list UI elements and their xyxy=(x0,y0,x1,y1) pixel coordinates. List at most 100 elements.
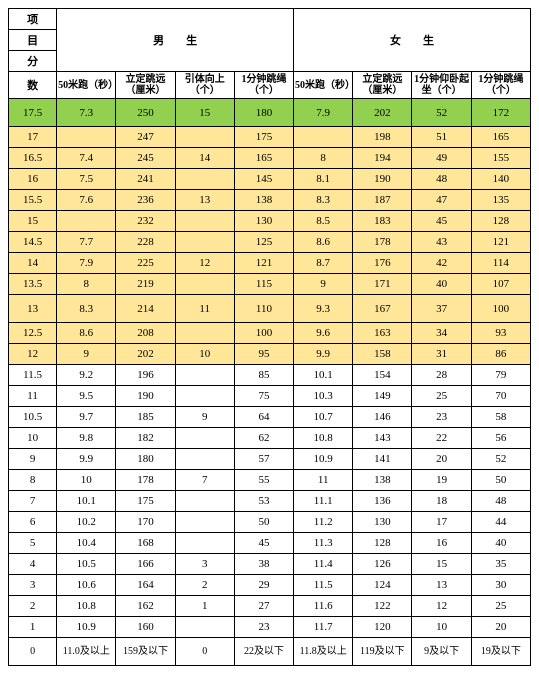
data-cell: 214 xyxy=(116,295,175,323)
table-row: 710.11755311.11361848 xyxy=(9,491,531,512)
data-cell: 145 xyxy=(234,169,293,190)
data-cell: 178 xyxy=(116,470,175,491)
data-cell: 56 xyxy=(471,428,530,449)
data-cell: 47 xyxy=(412,190,471,211)
table-row: 147.9225121218.717642114 xyxy=(9,253,531,274)
data-cell: 10 xyxy=(175,344,234,365)
data-cell: 11 xyxy=(175,295,234,323)
data-cell: 8.3 xyxy=(294,190,353,211)
table-row: 15.57.6236131388.318747135 xyxy=(9,190,531,211)
data-cell: 12 xyxy=(412,596,471,617)
table-row: 138.3214111109.316737100 xyxy=(9,295,531,323)
data-cell: 130 xyxy=(234,211,293,232)
table-row: 011.0及以上159及以下022及以下11.8及以上119及以下9及以下19及… xyxy=(9,638,531,666)
data-cell: 125 xyxy=(234,232,293,253)
col-header-8: 1分钟跳绳（个） xyxy=(471,72,530,99)
vertical-label-1: 项 xyxy=(9,9,57,30)
data-cell: 9.3 xyxy=(294,295,353,323)
score-cell: 10.5 xyxy=(9,407,57,428)
data-cell: 107 xyxy=(471,274,530,295)
score-cell: 15.5 xyxy=(9,190,57,211)
data-cell: 7 xyxy=(175,470,234,491)
data-cell: 228 xyxy=(116,232,175,253)
data-cell: 31 xyxy=(412,344,471,365)
score-cell: 12.5 xyxy=(9,323,57,344)
score-cell: 16 xyxy=(9,169,57,190)
table-row: 109.81826210.81432256 xyxy=(9,428,531,449)
data-cell: 11.5 xyxy=(294,575,353,596)
score-cell: 17 xyxy=(9,127,57,148)
data-cell: 168 xyxy=(116,533,175,554)
data-cell: 138 xyxy=(353,470,412,491)
data-cell: 18 xyxy=(412,491,471,512)
data-cell: 114 xyxy=(471,253,530,274)
data-cell: 10 xyxy=(412,617,471,638)
data-cell: 180 xyxy=(234,99,293,127)
data-cell xyxy=(57,211,116,232)
data-cell: 9.9 xyxy=(57,449,116,470)
data-cell: 15 xyxy=(412,554,471,575)
data-cell: 190 xyxy=(353,169,412,190)
score-cell: 3 xyxy=(9,575,57,596)
data-cell: 25 xyxy=(471,596,530,617)
table-row: 210.816212711.61221225 xyxy=(9,596,531,617)
data-cell: 219 xyxy=(116,274,175,295)
data-cell: 35 xyxy=(471,554,530,575)
table-row: 119.51907510.31492570 xyxy=(9,386,531,407)
table-row: 810178755111381950 xyxy=(9,470,531,491)
data-cell: 8.6 xyxy=(294,232,353,253)
data-cell: 1 xyxy=(175,596,234,617)
data-cell: 154 xyxy=(353,365,412,386)
data-cell xyxy=(175,491,234,512)
score-cell: 10 xyxy=(9,428,57,449)
data-cell: 85 xyxy=(234,365,293,386)
data-cell: 100 xyxy=(234,323,293,344)
col-header-4: 1分钟跳绳（个） xyxy=(234,72,293,99)
table-row: 12920210959.91583186 xyxy=(9,344,531,365)
data-cell: 165 xyxy=(234,148,293,169)
data-cell: 14 xyxy=(175,148,234,169)
data-cell: 180 xyxy=(116,449,175,470)
data-cell: 185 xyxy=(116,407,175,428)
data-cell: 9.5 xyxy=(57,386,116,407)
data-cell xyxy=(175,512,234,533)
data-cell: 128 xyxy=(353,533,412,554)
table-row: 510.41684511.31281640 xyxy=(9,533,531,554)
data-cell: 183 xyxy=(353,211,412,232)
data-cell: 7.7 xyxy=(57,232,116,253)
data-cell: 135 xyxy=(471,190,530,211)
data-cell: 58 xyxy=(471,407,530,428)
score-cell: 16.5 xyxy=(9,148,57,169)
score-cell: 8 xyxy=(9,470,57,491)
data-cell: 27 xyxy=(234,596,293,617)
data-cell: 38 xyxy=(234,554,293,575)
data-cell: 232 xyxy=(116,211,175,232)
table-row: 11.59.21968510.11542879 xyxy=(9,365,531,386)
table-body: 17.57.3250151807.92025217217247175198511… xyxy=(9,99,531,666)
score-cell: 17.5 xyxy=(9,99,57,127)
data-cell: 8.3 xyxy=(57,295,116,323)
data-cell: 120 xyxy=(353,617,412,638)
data-cell: 43 xyxy=(412,232,471,253)
data-cell: 48 xyxy=(471,491,530,512)
data-cell: 175 xyxy=(234,127,293,148)
data-cell: 9 xyxy=(175,407,234,428)
score-cell: 0 xyxy=(9,638,57,666)
data-cell: 20 xyxy=(471,617,530,638)
data-cell: 57 xyxy=(234,449,293,470)
data-cell: 8.6 xyxy=(57,323,116,344)
data-cell: 162 xyxy=(116,596,175,617)
data-cell: 130 xyxy=(353,512,412,533)
table-row: 152321308.518345128 xyxy=(9,211,531,232)
data-cell: 55 xyxy=(234,470,293,491)
data-cell: 9 xyxy=(57,344,116,365)
data-cell: 138 xyxy=(234,190,293,211)
data-cell xyxy=(175,323,234,344)
data-cell: 9.8 xyxy=(57,428,116,449)
data-cell: 202 xyxy=(353,99,412,127)
data-cell: 170 xyxy=(116,512,175,533)
data-cell xyxy=(294,127,353,148)
data-cell: 11.7 xyxy=(294,617,353,638)
score-cell: 11.5 xyxy=(9,365,57,386)
data-cell: 50 xyxy=(234,512,293,533)
